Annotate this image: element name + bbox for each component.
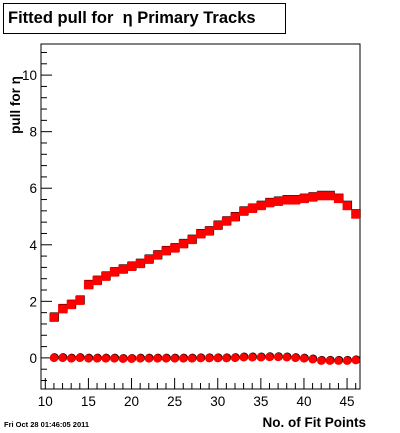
square-marker bbox=[161, 246, 171, 256]
square-marker bbox=[221, 216, 231, 226]
circle-marker bbox=[342, 356, 352, 365]
square-marker bbox=[282, 195, 292, 205]
x-tick-label: 25 bbox=[167, 394, 182, 409]
y-tick-label: 4 bbox=[29, 238, 37, 253]
square-marker bbox=[187, 235, 197, 245]
circle-marker bbox=[144, 354, 153, 363]
square-marker bbox=[351, 209, 361, 219]
circle-marker bbox=[248, 353, 257, 362]
circle-marker bbox=[265, 352, 274, 362]
circle-marker bbox=[84, 354, 93, 363]
circle-marker bbox=[101, 354, 110, 363]
square-marker bbox=[196, 229, 205, 239]
y-tick-label: 10 bbox=[22, 68, 37, 83]
circle-marker bbox=[58, 353, 67, 363]
y-tick-label: 2 bbox=[29, 294, 37, 309]
axis-ticks: 10 15 20 25 30 35 40 45 0 2 4 6 8 10 bbox=[22, 51, 357, 409]
square-marker bbox=[127, 261, 137, 271]
square-marker bbox=[256, 201, 266, 211]
square-marker bbox=[290, 195, 300, 205]
circle-marker bbox=[222, 353, 231, 363]
circle-marker bbox=[118, 354, 128, 363]
circle-marker bbox=[179, 354, 188, 363]
square-marker bbox=[342, 201, 352, 211]
y-tick-label: 8 bbox=[29, 125, 37, 140]
square-marker bbox=[118, 264, 128, 274]
x-tick-label: 30 bbox=[210, 394, 225, 409]
circle-marker bbox=[196, 353, 205, 363]
circle-marker bbox=[49, 353, 59, 363]
x-tick-label: 40 bbox=[296, 394, 311, 409]
circle-marker bbox=[334, 356, 343, 365]
circle-marker bbox=[317, 356, 326, 365]
square-marker bbox=[135, 259, 145, 269]
x-tick-label: 35 bbox=[253, 394, 268, 409]
circle-marker bbox=[204, 353, 214, 363]
square-marker bbox=[264, 198, 274, 208]
circle-marker bbox=[239, 353, 248, 362]
square-marker bbox=[83, 280, 93, 290]
square-marker bbox=[333, 194, 343, 204]
circle-marker bbox=[127, 354, 136, 363]
circle-marker bbox=[92, 354, 102, 363]
square-marker bbox=[49, 312, 59, 322]
x-tick-label: 45 bbox=[340, 394, 355, 409]
circle-marker bbox=[325, 356, 335, 365]
square-marker bbox=[75, 295, 85, 305]
square-marker bbox=[247, 204, 257, 214]
circle-marker bbox=[256, 353, 266, 362]
square-marker bbox=[170, 243, 180, 253]
x-tick-label: 15 bbox=[81, 394, 96, 409]
chart-title: Fitted pull for η Primary Tracks bbox=[3, 3, 286, 34]
square-marker bbox=[230, 212, 240, 222]
square-marker bbox=[101, 271, 111, 281]
square-marker bbox=[152, 250, 162, 260]
timestamp-footer: Fri Oct 28 01:46:05 2011 bbox=[4, 420, 90, 429]
data-marks bbox=[49, 190, 361, 365]
circle-marker bbox=[135, 354, 145, 363]
square-marker bbox=[325, 191, 335, 201]
circle-marker bbox=[273, 352, 283, 362]
square-marker bbox=[66, 300, 76, 310]
x-tick-label: 10 bbox=[38, 394, 53, 409]
circle-marker bbox=[187, 354, 197, 363]
y-tick-label: 6 bbox=[29, 181, 37, 196]
square-marker bbox=[92, 276, 102, 286]
circle-marker bbox=[282, 353, 291, 362]
y-axis-title: pull for η bbox=[8, 76, 23, 134]
circle-marker bbox=[213, 353, 222, 363]
square-marker bbox=[299, 194, 309, 204]
circle-marker bbox=[161, 354, 171, 363]
circle-marker bbox=[291, 353, 300, 363]
circle-marker bbox=[299, 354, 309, 363]
circle-marker bbox=[66, 354, 76, 363]
square-marker bbox=[144, 254, 154, 264]
square-marker bbox=[239, 206, 249, 216]
square-marker bbox=[308, 192, 318, 202]
circle-marker bbox=[308, 355, 317, 364]
y-tick-label: 0 bbox=[29, 351, 37, 366]
x-axis-title: No. of Fit Points bbox=[263, 415, 367, 430]
plot-frame bbox=[40, 43, 361, 390]
square-marker bbox=[204, 226, 214, 236]
square-marker bbox=[178, 239, 188, 249]
circle-marker bbox=[110, 354, 119, 363]
circle-marker bbox=[75, 353, 84, 363]
circle-marker bbox=[170, 354, 179, 363]
circle-marker bbox=[230, 353, 240, 363]
circle-marker bbox=[153, 354, 162, 363]
square-marker bbox=[58, 304, 68, 314]
square-marker bbox=[213, 220, 223, 230]
x-tick-label: 20 bbox=[124, 394, 139, 409]
circle-marker bbox=[351, 355, 360, 365]
square-marker bbox=[109, 267, 119, 277]
square-marker bbox=[316, 191, 326, 201]
square-marker bbox=[273, 196, 283, 206]
